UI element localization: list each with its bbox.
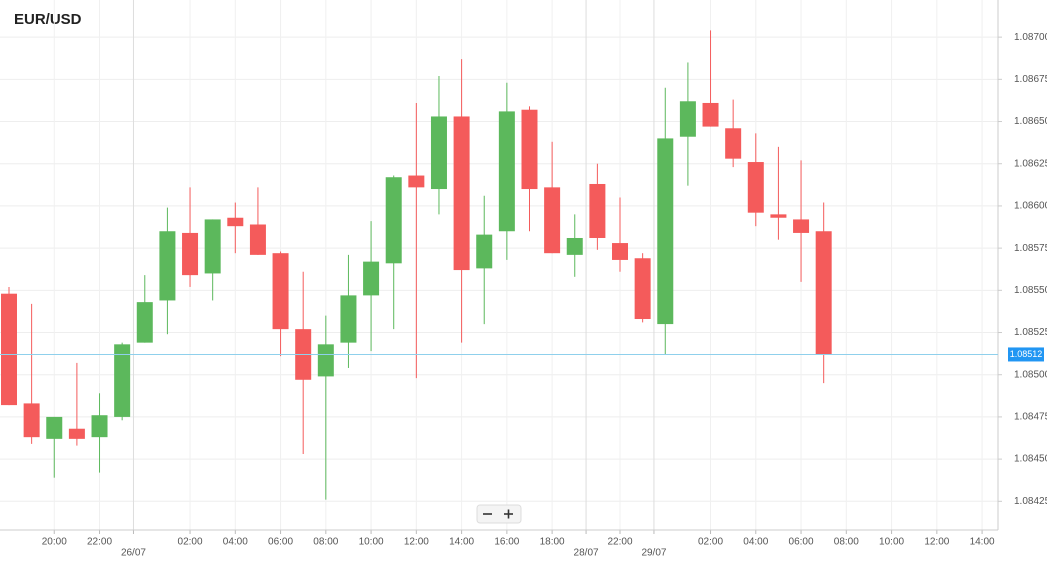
x-tick-label: 08:00 (834, 537, 859, 548)
x-tick-label: 18:00 (540, 537, 565, 548)
candle-body (566, 237, 583, 255)
candle-body (114, 344, 131, 417)
x-tick-label: 08:00 (313, 537, 338, 548)
y-tick-label: 1.08450 (1014, 454, 1047, 465)
y-tick-label: 1.08475 (1014, 412, 1047, 423)
x-tick-label: 22:00 (87, 537, 112, 548)
candle-body (679, 101, 696, 137)
candle-body (793, 219, 810, 233)
y-tick-label: 1.08675 (1014, 74, 1047, 85)
y-tick-label: 1.08600 (1014, 201, 1047, 212)
y-tick-label: 1.08550 (1014, 285, 1047, 296)
candle-body (747, 162, 764, 213)
date-label: 26/07 (121, 548, 146, 559)
candle-body (317, 344, 334, 377)
candle-body (363, 261, 380, 296)
candle-body (521, 109, 538, 190)
candle-body (136, 302, 153, 343)
x-tick-label: 02:00 (178, 537, 203, 548)
zoom-controls (476, 504, 522, 524)
x-tick-label: 02:00 (698, 537, 723, 548)
x-tick-label: 22:00 (607, 537, 632, 548)
candle-body (249, 224, 266, 255)
x-tick-label: 14:00 (970, 537, 995, 548)
candle-body (498, 111, 515, 232)
candle-body (385, 177, 402, 264)
y-tick-label: 1.08650 (1014, 116, 1047, 127)
last-price-box (1008, 347, 1044, 362)
candle-body (702, 102, 719, 127)
x-tick-label: 04:00 (223, 537, 248, 548)
candle-body (589, 183, 606, 238)
last-price-label: 1.08512 (1010, 349, 1043, 359)
y-tick-label: 1.08500 (1014, 369, 1047, 380)
x-tick-label: 12:00 (924, 537, 949, 548)
candle-body (634, 258, 651, 320)
candle-body (68, 428, 85, 439)
x-tick-label: 12:00 (404, 537, 429, 548)
candle-body (23, 403, 40, 438)
x-tick-label: 14:00 (449, 537, 474, 548)
candle-body (430, 116, 447, 190)
x-tick-label: 10:00 (879, 537, 904, 548)
candle-body (204, 219, 221, 274)
candle-body (272, 253, 289, 330)
candle-body (46, 416, 63, 439)
date-label: 29/07 (641, 548, 666, 559)
x-tick-label: 04:00 (743, 537, 768, 548)
candle-body (159, 231, 176, 301)
x-tick-label: 20:00 (42, 537, 67, 548)
candle-body (91, 415, 108, 438)
candle-body (182, 232, 199, 276)
chart-title: EUR/USD (14, 11, 82, 28)
candle-body (544, 187, 561, 254)
candle-body (1, 293, 17, 406)
y-tick-label: 1.08525 (1014, 327, 1047, 338)
date-label: 28/07 (574, 548, 599, 559)
zoom-box (476, 504, 522, 524)
candle-body (453, 116, 470, 271)
y-tick-label: 1.08700 (1014, 32, 1047, 43)
candle-body (725, 128, 742, 159)
y-tick-label: 1.08625 (1014, 158, 1047, 169)
x-tick-label: 06:00 (789, 537, 814, 548)
candle-body (476, 234, 493, 269)
candle-body (408, 175, 425, 188)
candle-body (340, 295, 357, 343)
candle-body (227, 217, 244, 227)
candle-body (612, 243, 629, 260)
candle-body (770, 214, 787, 218)
candle-body (815, 231, 832, 355)
x-tick-label: 10:00 (359, 537, 384, 548)
candle-body (657, 138, 674, 325)
x-tick-label: 16:00 (494, 537, 519, 548)
x-tick-label: 06:00 (268, 537, 293, 548)
y-tick-label: 1.08425 (1014, 496, 1047, 507)
y-tick-label: 1.08575 (1014, 243, 1047, 254)
